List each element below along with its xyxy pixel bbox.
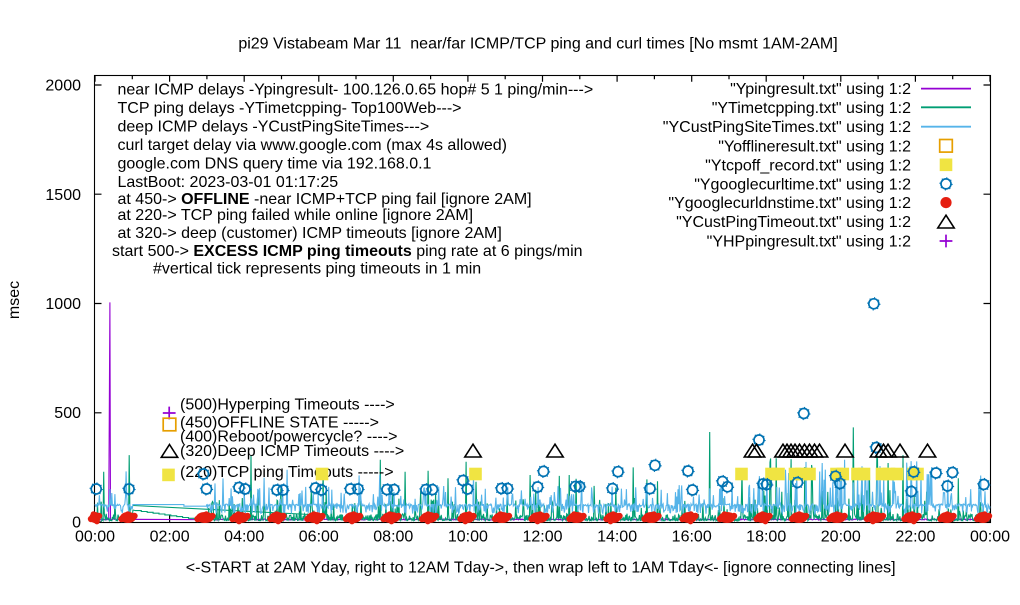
svg-text:deep ICMP delays -YCustPingSit: deep ICMP delays -YCustPingSiteTimes--->	[118, 119, 430, 136]
svg-text:LastBoot: 2023-03-01 01:17:25: LastBoot: 2023-03-01 01:17:25	[118, 174, 339, 191]
svg-text:"YTimetcpping.txt" using 1:2: "YTimetcpping.txt" using 1:2	[712, 100, 911, 117]
svg-text:"YHPpingresult.txt" using 1:2: "YHPpingresult.txt" using 1:2	[707, 234, 911, 251]
svg-text:02:00: 02:00	[150, 529, 190, 546]
svg-text:(500)Hyperping Timeouts ---->: (500)Hyperping Timeouts ---->	[180, 397, 395, 414]
svg-text:1500: 1500	[45, 187, 81, 204]
svg-text:14:00: 14:00	[597, 529, 637, 546]
svg-text:at 320-> deep (customer) ICMP: at 320-> deep (customer) ICMP timeouts […	[118, 225, 502, 242]
svg-text:00:00: 00:00	[75, 529, 115, 546]
svg-text:"Ygooglecurltime.txt" using 1:: "Ygooglecurltime.txt" using 1:2	[694, 176, 911, 193]
svg-text:(450)OFFLINE STATE ----->: (450)OFFLINE STATE ----->	[180, 414, 379, 431]
svg-text:start 500-> EXCESS ICMP ping: start 500-> EXCESS ICMP ping timeouts pi…	[112, 243, 583, 260]
svg-text:0: 0	[72, 515, 81, 532]
svg-text:22:00: 22:00	[895, 529, 935, 546]
svg-text:20:00: 20:00	[821, 529, 861, 546]
svg-text:10:00: 10:00	[448, 529, 488, 546]
svg-text:pi29 Vistabeam Mar 11 near/fa: pi29 Vistabeam Mar 11 near/far ICMP/TCP …	[238, 36, 837, 53]
svg-text:(220)TCP ping Timeouts ----->: (220)TCP ping Timeouts ----->	[180, 464, 394, 481]
svg-text:google.com DNS query time via: google.com DNS query time via 192.168.0.…	[118, 156, 432, 173]
svg-text:near ICMP delays -Ypingresult-: near ICMP delays -Ypingresult- 100.126.0…	[118, 82, 594, 99]
svg-text:"YCustPingTimeout.txt" using 1: "YCustPingTimeout.txt" using 1:2	[676, 214, 911, 231]
svg-text:"Ygooglecurldnstime.txt" using: "Ygooglecurldnstime.txt" using 1:2	[668, 195, 911, 212]
svg-text:<-START at 2AM Yday, right to: <-START at 2AM Yday, right to 12AM Tday-…	[186, 560, 896, 577]
svg-text:(320)Deep ICMP Timeouts ---->: (320)Deep ICMP Timeouts ---->	[180, 443, 404, 460]
svg-text:04:00: 04:00	[224, 529, 264, 546]
svg-text:500: 500	[54, 405, 81, 422]
svg-text:"Yofflineresult.txt" using 1:2: "Yofflineresult.txt" using 1:2	[718, 138, 911, 155]
svg-text:(400)Reboot/powercycle? ---->: (400)Reboot/powercycle? ---->	[180, 429, 397, 446]
svg-text:at 220-> TCP ping failed while: at 220-> TCP ping failed while online [i…	[118, 207, 474, 224]
svg-text:00:00: 00:00	[970, 529, 1010, 546]
svg-text:msec: msec	[6, 281, 23, 319]
svg-text:"YCustPingSiteTimes.txt" using: "YCustPingSiteTimes.txt" using 1:2	[663, 119, 911, 136]
svg-text:16:00: 16:00	[672, 529, 712, 546]
svg-text:at 450-> OFFLINE -near ICMP+: at 450-> OFFLINE -near ICMP+TCP ping fai…	[118, 191, 532, 208]
svg-text:TCP ping delays -YTimetcpping-: TCP ping delays -YTimetcpping- Top100Web…	[118, 100, 462, 117]
svg-text:08:00: 08:00	[373, 529, 413, 546]
svg-text:2000: 2000	[45, 78, 81, 95]
svg-text:1000: 1000	[45, 296, 81, 313]
svg-text:12:00: 12:00	[522, 529, 562, 546]
svg-text:#vertical tick represents ping: #vertical tick represents ping timeouts …	[153, 261, 481, 278]
svg-text:18:00: 18:00	[746, 529, 786, 546]
svg-text:"Ytcpoff_record.txt" using 1:2: "Ytcpoff_record.txt" using 1:2	[705, 157, 911, 174]
svg-text:06:00: 06:00	[299, 529, 339, 546]
svg-text:curl target delay via www.goog: curl target delay via www.google.com (ma…	[118, 137, 508, 154]
svg-text:"Ypingresult.txt" using 1:2: "Ypingresult.txt" using 1:2	[730, 81, 911, 98]
